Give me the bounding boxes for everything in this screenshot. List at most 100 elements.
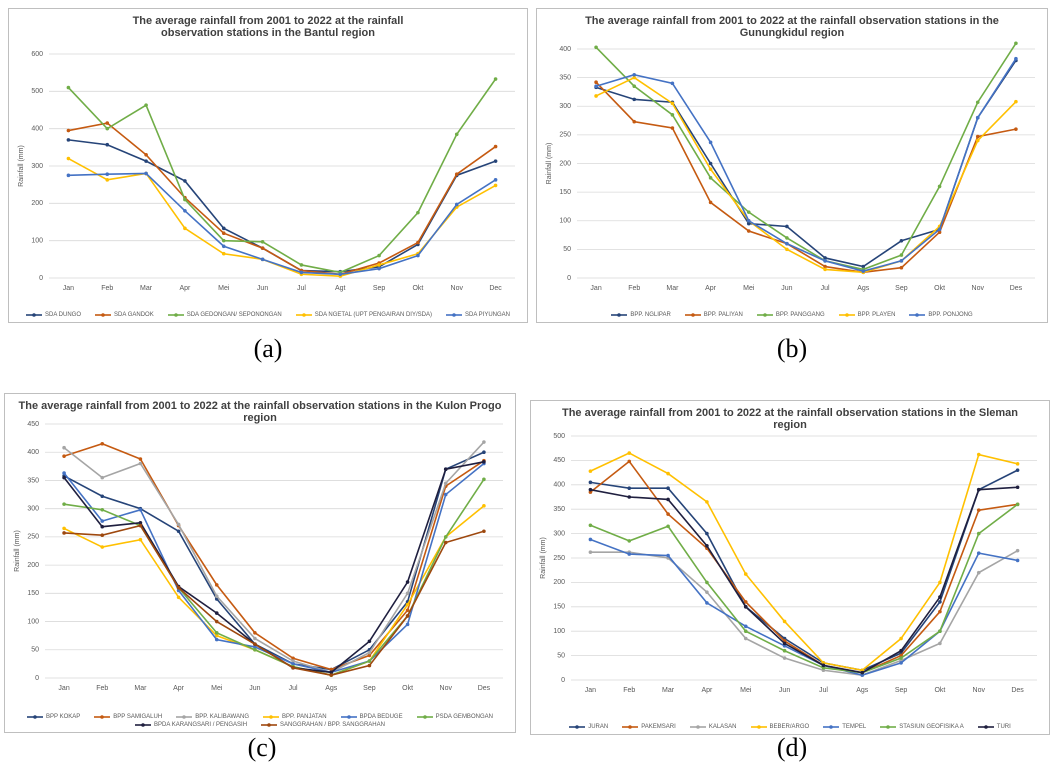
legend-marker [422, 715, 427, 719]
data-point [899, 238, 904, 243]
y-tick-label: 250 [27, 534, 39, 541]
x-tick-label: Mei [218, 285, 230, 292]
legend-item: SANGGRAHAN / BPP. SANGGRAHAN [261, 722, 385, 728]
x-tick-label: Sep [895, 285, 908, 292]
data-point [221, 251, 226, 256]
x-tick-label: Des [478, 685, 491, 692]
data-point [588, 480, 593, 485]
data-point [482, 460, 486, 464]
legend-marker [617, 313, 622, 317]
data-point [627, 495, 632, 499]
legend-swatch [263, 715, 279, 719]
data-point [627, 552, 632, 556]
chart-panel: The average rainfall from 2001 to 2022 a… [530, 400, 1050, 735]
data-point [708, 161, 713, 166]
data-point [66, 128, 71, 133]
legend-label: SDA PIYUNGAN [464, 312, 510, 318]
data-point [329, 670, 334, 675]
x-tick-label: Feb [101, 285, 113, 292]
data-point [743, 605, 748, 609]
y-tick-label: 500 [553, 433, 565, 440]
legend-marker [628, 725, 633, 729]
chart: 0 100 200 300 400 500 600 Rainfall (mm) Jan Feb Ma… [18, 51, 515, 292]
data-point [823, 256, 827, 260]
data-point [253, 647, 257, 652]
data-point [183, 209, 187, 213]
data-point [416, 253, 420, 258]
data-point [743, 572, 748, 576]
legend-swatch [26, 313, 42, 317]
data-point [708, 176, 713, 180]
data-point [62, 531, 66, 535]
data-point [253, 636, 257, 641]
y-tick-label: 50 [31, 647, 39, 654]
data-point [443, 540, 448, 545]
y-tick-label: 400 [553, 482, 565, 489]
legend-marker [756, 725, 761, 729]
series-line [595, 58, 1017, 272]
data-point [138, 507, 143, 512]
y-tick-label: 100 [31, 238, 43, 245]
legend-swatch [977, 725, 994, 729]
legend-swatch [689, 725, 706, 729]
x-tick-label: Okt [934, 687, 945, 694]
y-tick-label: 200 [31, 200, 43, 207]
legend-swatch [27, 715, 44, 719]
series-line [63, 442, 485, 671]
data-point [454, 172, 459, 177]
legend-swatch [880, 725, 897, 729]
y-tick-label: 150 [27, 590, 39, 597]
y-tick-label: 200 [559, 160, 571, 167]
y-tick-label: 300 [27, 506, 39, 513]
x-tick-label: Sep [373, 285, 386, 292]
legend-item: SDA PIYUNGAN [445, 312, 510, 318]
data-point [405, 614, 410, 618]
x-tick-label: Jul [289, 685, 298, 692]
series-line [590, 452, 1018, 672]
x-tick-label: Jun [249, 685, 260, 692]
data-point [105, 142, 110, 147]
data-point [138, 461, 143, 466]
legend-item: BPP. PLAYEN [838, 312, 895, 318]
data-point [144, 153, 148, 157]
legend-label: BPP KOKAP [46, 714, 81, 720]
data-point [105, 126, 110, 131]
series-line [590, 538, 1018, 676]
legend-item: BPP. PONJONG [909, 312, 973, 318]
legend-marker [173, 313, 178, 317]
legend-label: BPP. PANJATAN [282, 714, 327, 720]
legend-swatch [445, 313, 462, 317]
data-point [100, 524, 105, 529]
legend-marker [983, 725, 988, 729]
chart-panel: The average rainfall from 2001 to 2022 a… [536, 8, 1048, 323]
y-tick-label: 100 [27, 618, 39, 625]
series-line [68, 172, 497, 276]
data-point [62, 471, 66, 475]
data-point [666, 497, 670, 502]
legend-label: BPP. PONJONG [928, 312, 973, 318]
data-point [138, 457, 143, 461]
legend-swatch [416, 715, 433, 719]
legend-label: SDA GANDOK [114, 312, 154, 318]
data-point [627, 486, 632, 491]
legend-item: BPP SAMIGALUH [94, 714, 162, 720]
x-tick-label: Okt [402, 685, 413, 692]
data-point [493, 159, 498, 163]
data-point [666, 524, 670, 529]
data-point [666, 512, 670, 516]
data-point [594, 84, 598, 89]
x-tick-label: Jul [297, 285, 306, 292]
data-point [405, 608, 410, 613]
x-tick-label: Mar [140, 285, 153, 292]
data-point [482, 450, 486, 455]
y-tick-label: 200 [27, 562, 39, 569]
data-point [899, 259, 904, 263]
legend-label: BPDA BEDUGE [359, 714, 403, 720]
data-point [405, 591, 410, 596]
data-point [705, 500, 709, 504]
legend-label: BPP. PALIYAN [703, 312, 743, 318]
data-point [66, 173, 71, 178]
y-tick-label: 400 [31, 126, 43, 133]
legend-label: BPP. NGLIPAR [630, 312, 671, 318]
legend-swatch [909, 313, 926, 317]
